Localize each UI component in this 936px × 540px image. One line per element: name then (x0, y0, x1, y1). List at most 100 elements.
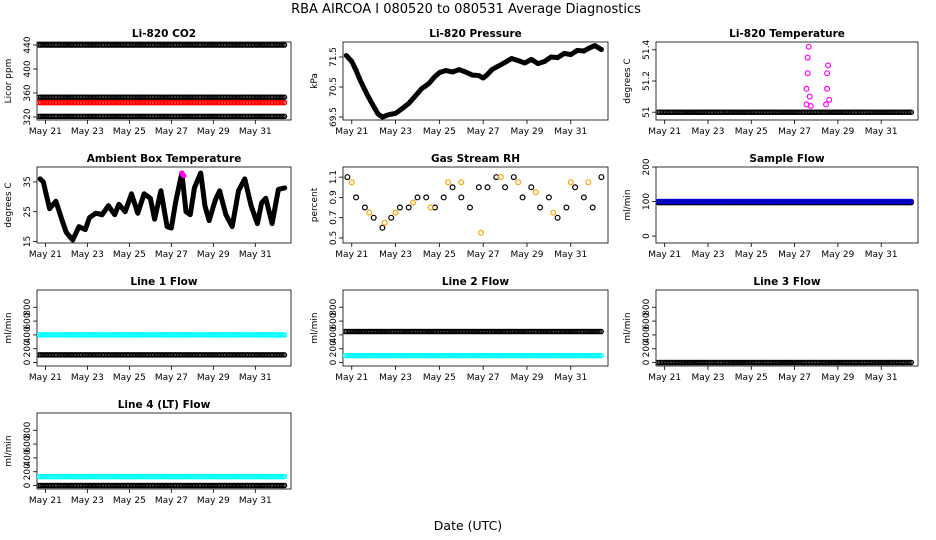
data-point (388, 214, 395, 221)
data-point (589, 204, 596, 211)
x-tick-label: May 23 (692, 250, 725, 260)
y-tick-label: 600 (23, 435, 33, 452)
plot-frame (342, 289, 609, 367)
data-point (824, 85, 831, 92)
x-tick-label: May 21 (648, 373, 681, 383)
x-tick-label: May 25 (113, 127, 146, 137)
x-tick-label: May 29 (511, 373, 544, 383)
x-tick-label: May 25 (735, 373, 768, 383)
y-tick-label: 200 (329, 340, 339, 357)
data-point (281, 99, 288, 106)
x-tick-label: May 25 (423, 250, 456, 260)
x-tick-label: May 23 (71, 496, 104, 506)
y-tick-label: 0 (642, 359, 652, 365)
data-point (478, 229, 485, 236)
data-point (805, 43, 812, 50)
series-flow-low (37, 482, 288, 489)
x-tick-label: May 31 (865, 373, 898, 383)
x-tick-label: May 21 (335, 127, 368, 137)
x-tick-label: May 27 (155, 373, 188, 383)
x-tick-label: May 27 (155, 250, 188, 260)
data-point (908, 198, 915, 205)
x-tick-label: May 25 (423, 373, 456, 383)
data-point (598, 352, 604, 359)
data-layer (37, 473, 288, 489)
series-flagged (179, 170, 187, 179)
plot-frame (655, 41, 919, 121)
data-point (822, 101, 829, 108)
data-point (344, 174, 351, 181)
data-point (484, 184, 491, 191)
y-tick-label: 0.5 (329, 231, 339, 245)
x-tick-label: May 29 (511, 127, 544, 137)
x-tick-label: May 31 (239, 496, 272, 506)
x-tick-label: May 23 (379, 127, 412, 137)
x-tick-label: May 29 (197, 250, 230, 260)
y-tick-label: 0.7 (329, 211, 339, 225)
series-RH (344, 174, 605, 231)
panel-title: Li-820 Temperature (729, 28, 845, 40)
series-flow-high (343, 328, 604, 335)
figure-xlabel: Date (UTC) (434, 518, 502, 533)
x-tick-label: May 29 (821, 127, 854, 137)
data-point (598, 174, 605, 181)
x-tick-label: May 23 (379, 373, 412, 383)
panel-title: Sample Flow (749, 153, 824, 165)
y-axis-label: degrees C (4, 182, 14, 227)
panel-rh: Gas Stream RH percent 0.5 0.7 0.9 1.1 May 21 Ma… (310, 153, 609, 260)
y-tick-label: 69.5 (329, 107, 339, 127)
data-layer (37, 170, 288, 243)
data-point (554, 214, 561, 221)
panel-title: Li-820 Pressure (429, 28, 522, 40)
y-tick-label: 400 (23, 60, 33, 77)
data-point (396, 204, 403, 211)
x-tick-label: May 31 (865, 250, 898, 260)
data-layer (37, 42, 288, 120)
x-tick-label: May 23 (692, 373, 725, 383)
data-point (497, 174, 504, 181)
x-tick-label: May 27 (467, 250, 500, 260)
x-tick-label: May 29 (511, 250, 544, 260)
x-tick-label: May 29 (197, 373, 230, 383)
x-tick-label: May 23 (71, 250, 104, 260)
x-tick-label: May 27 (778, 250, 811, 260)
y-tick-label: 15 (23, 236, 33, 247)
data-point (440, 194, 447, 201)
data-layer (656, 43, 915, 115)
x-tick-label: May 21 (335, 250, 368, 260)
y-tick-label: 0.9 (329, 190, 339, 205)
x-tick-label: May 31 (554, 250, 587, 260)
series-line (179, 170, 187, 179)
data-point (803, 85, 810, 92)
y-tick-label: 600 (23, 312, 33, 329)
data-point (458, 179, 465, 186)
y-axis-label: ml/min (623, 312, 633, 343)
y-tick-label: 100 (642, 193, 652, 210)
data-point (545, 194, 552, 201)
y-tick-label: 0 (642, 233, 652, 239)
data-point (572, 184, 579, 191)
data-point (366, 209, 373, 216)
series-spike-1 (803, 43, 814, 109)
data-point (427, 204, 434, 211)
y-tick-label: 200 (642, 158, 652, 175)
data-point (281, 473, 288, 480)
data-point (804, 54, 811, 61)
panel-title: Line 4 (LT) Flow (118, 399, 211, 411)
x-tick-label: May 29 (197, 496, 230, 506)
data-point (502, 184, 509, 191)
panel-title: Gas Stream RH (431, 153, 520, 165)
data-point (515, 179, 522, 186)
panel-title: Li-820 CO2 (132, 28, 196, 40)
data-point (550, 209, 557, 216)
data-point (370, 214, 377, 221)
x-tick-label: May 25 (735, 250, 768, 260)
data-point (281, 352, 288, 358)
data-point (824, 70, 831, 77)
y-axis-label: Licor ppm (4, 59, 14, 104)
x-tick-label: May 23 (71, 373, 104, 383)
panel-title: Line 2 Flow (442, 276, 509, 288)
series-flow-low (343, 352, 604, 359)
x-tick-label: May 21 (29, 373, 62, 383)
y-tick-label: 51.4 (642, 40, 652, 60)
